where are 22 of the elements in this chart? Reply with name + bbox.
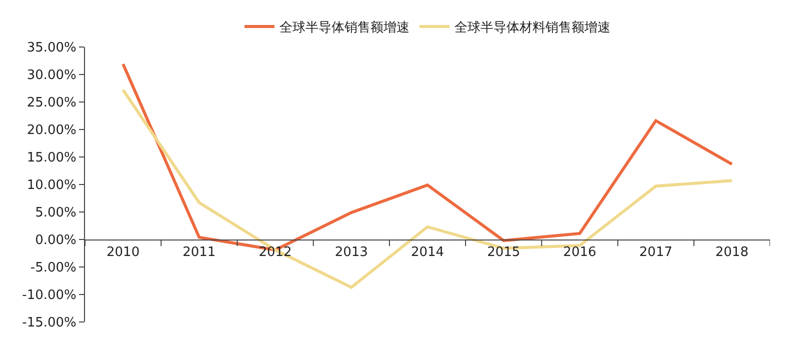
x-tick-label: 2014	[410, 245, 444, 260]
y-tick-label: 30.00%	[26, 68, 76, 84]
legend-label: 全球半导体材料销售额增速	[454, 20, 610, 36]
x-tick-label: 2015	[487, 245, 520, 260]
x-tick-label: 2010	[106, 245, 140, 260]
y-tick-label: 15.00%	[26, 150, 76, 166]
x-tick-label: 2012	[258, 245, 292, 260]
legend-label: 全球半导体销售额增速	[280, 20, 410, 36]
x-tick-label: 2013	[334, 245, 368, 260]
x-tick-label: 2018	[715, 245, 748, 260]
y-tick-label: -15.00%	[22, 316, 76, 331]
y-tick-label: -5.00%	[30, 260, 76, 276]
y-tick-label: 5.00%	[35, 206, 76, 221]
x-tick-label: 2016	[563, 245, 596, 260]
y-tick-label: 25.00%	[26, 96, 76, 111]
x-tick-label: 2011	[182, 245, 216, 260]
x-tick-label: 2017	[639, 245, 672, 260]
y-tick-label: 10.00%	[26, 178, 76, 194]
y-tick-label: 35.00%	[26, 40, 76, 56]
y-tick-label: 0.00%	[35, 233, 76, 248]
y-tick-label: -10.00%	[22, 288, 76, 304]
y-tick-label: 20.00%	[26, 123, 76, 138]
